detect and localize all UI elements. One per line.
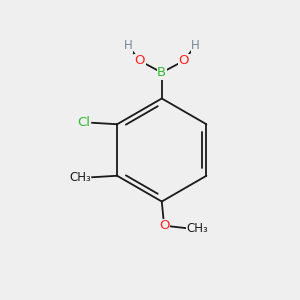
Text: H: H — [191, 39, 200, 52]
Text: Cl: Cl — [78, 116, 91, 129]
Text: O: O — [134, 54, 145, 67]
Text: O: O — [178, 54, 189, 67]
Text: O: O — [159, 219, 169, 232]
Text: H: H — [124, 39, 132, 52]
Text: CH₃: CH₃ — [187, 221, 208, 235]
Text: B: B — [157, 66, 166, 79]
Text: CH₃: CH₃ — [69, 171, 91, 184]
